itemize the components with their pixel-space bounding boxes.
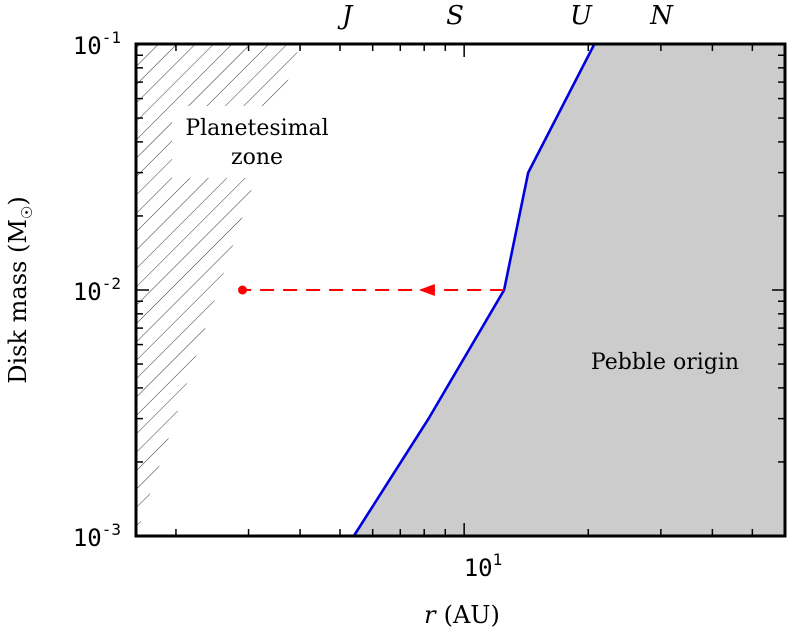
planetesimal-label-bg (172, 106, 342, 178)
arrow-start-dot (237, 285, 247, 295)
planetesimal-label-line1: Planetesimal (185, 116, 328, 141)
pebble-origin-region (353, 44, 785, 536)
planet-marker-label: J (337, 1, 354, 31)
planet-marker-label: S (446, 1, 464, 31)
y-tick-label: 10-1 (73, 28, 121, 60)
y-tick-label: 10-2 (73, 274, 121, 306)
arrow-head (418, 284, 435, 296)
planet-marker-label: N (649, 1, 674, 31)
planet-marker-label: U (570, 1, 593, 31)
x-axis-label: r (AU) (424, 601, 500, 629)
x-tick-label: 101 (464, 550, 503, 582)
tick-marks (136, 43, 786, 537)
planetesimal-label-line2: zone (231, 145, 283, 170)
y-axis-label: Disk mass (M☉) (4, 196, 36, 384)
y-tick-label: 10-3 (73, 520, 121, 552)
pebble-origin-label: Pebble origin (591, 350, 739, 375)
